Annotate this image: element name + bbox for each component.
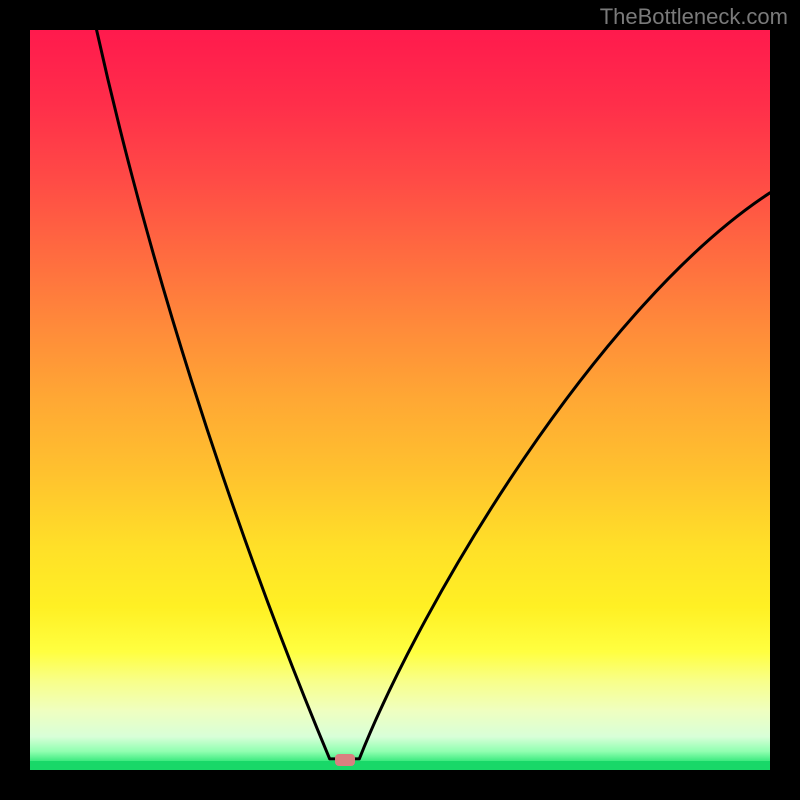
optimal-point-marker — [335, 754, 355, 766]
bottleneck-curve — [30, 30, 770, 770]
chart-outer-frame: TheBottleneck.com — [0, 0, 800, 800]
watermark-text: TheBottleneck.com — [600, 4, 788, 30]
plot-area — [30, 30, 770, 770]
